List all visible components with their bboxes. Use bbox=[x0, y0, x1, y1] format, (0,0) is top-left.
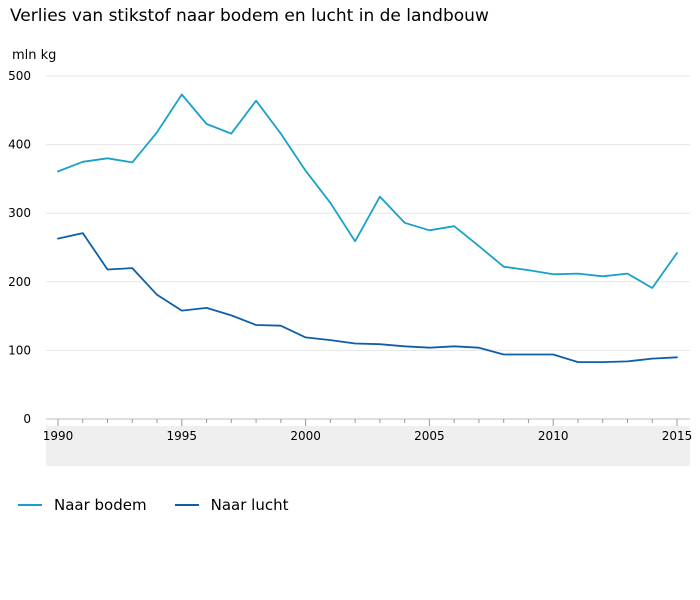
x-tick-label: 2015 bbox=[662, 429, 693, 443]
y-axis-ticks: 0 100 200 300 400 500 bbox=[8, 69, 31, 426]
y-tick-label: 300 bbox=[8, 206, 31, 220]
legend-swatch-naar-bodem bbox=[18, 504, 42, 506]
legend-label-naar-lucht: Naar lucht bbox=[210, 496, 289, 514]
series-line-naar-bodem[interactable] bbox=[57, 93, 678, 289]
legend-swatch-naar-lucht bbox=[174, 504, 199, 506]
legend-label-naar-bodem: Naar bodem bbox=[54, 496, 147, 514]
x-axis-band bbox=[46, 426, 690, 466]
x-tick-label: 2000 bbox=[290, 429, 321, 443]
x-tick-label: 2005 bbox=[414, 429, 445, 443]
y-tick-label: 500 bbox=[8, 69, 31, 83]
y-tick-label: 0 bbox=[23, 412, 31, 426]
legend: Naar bodem Naar lucht bbox=[18, 496, 316, 514]
y-axis-unit-label: mln kg bbox=[12, 48, 57, 63]
x-tick-label: 2010 bbox=[538, 429, 569, 443]
legend-item-naar-bodem[interactable]: Naar bodem bbox=[18, 496, 147, 514]
chart-title: Verlies van stikstof naar bodem en lucht… bbox=[10, 6, 489, 26]
x-tick-label: 1995 bbox=[167, 429, 198, 443]
y-tick-label: 100 bbox=[8, 343, 31, 357]
legend-item-naar-lucht[interactable]: Naar lucht bbox=[174, 496, 289, 514]
y-tick-label: 200 bbox=[8, 275, 31, 289]
series-line-naar-lucht[interactable] bbox=[57, 232, 678, 364]
series-lines bbox=[57, 93, 678, 364]
x-tick-label: 1990 bbox=[43, 429, 74, 443]
y-tick-label: 400 bbox=[8, 138, 31, 152]
gridlines bbox=[46, 75, 690, 420]
x-axis-ticks: 1990 1995 2000 2005 2010 2015 bbox=[43, 419, 693, 443]
